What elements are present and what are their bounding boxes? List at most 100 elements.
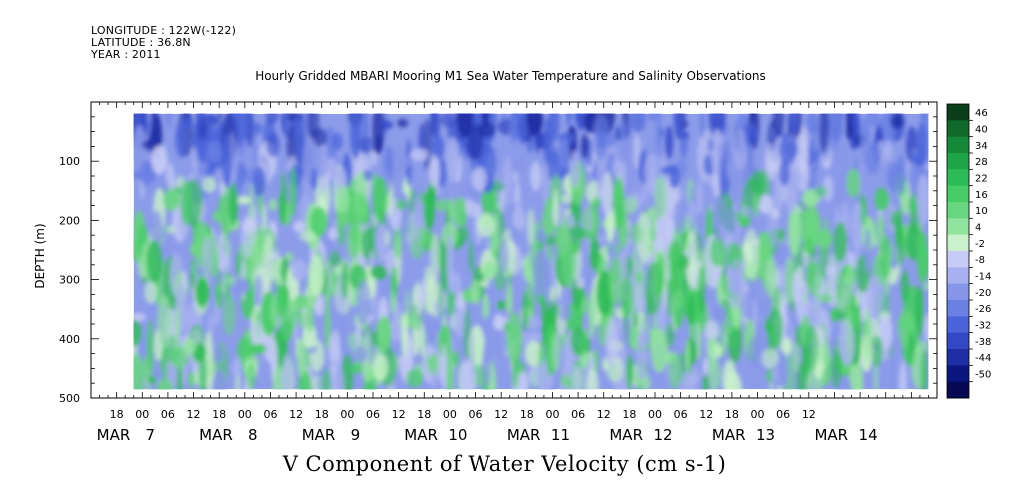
heatmap-patch	[577, 113, 583, 132]
heatmap-patch	[269, 172, 282, 196]
heatmap-patch	[601, 171, 613, 217]
heatmap-patch	[446, 285, 456, 317]
heatmap-patch	[432, 135, 445, 159]
heatmap-patch	[522, 291, 529, 331]
heatmap-patch	[779, 159, 790, 186]
heatmap-patch	[310, 167, 318, 192]
heatmap-patch	[607, 245, 615, 261]
heatmap-patch	[644, 261, 663, 315]
heatmap-patch	[418, 191, 426, 204]
heatmap-patch	[920, 348, 928, 390]
heatmap-patch	[395, 199, 408, 210]
heatmap-patch	[796, 362, 808, 390]
heatmap-patch	[502, 155, 513, 207]
heatmap-patch	[462, 184, 473, 200]
x-hour-label: 00	[545, 408, 559, 421]
colorbar-label: -38	[975, 337, 991, 348]
heatmap-patch	[791, 271, 801, 305]
heatmap-patch	[718, 150, 726, 200]
heatmap-patch	[924, 313, 929, 342]
heatmap-patch	[561, 193, 573, 205]
heatmap-patch	[576, 277, 585, 289]
heatmap-patch	[709, 235, 727, 267]
x-date-day: 10	[448, 426, 467, 444]
heatmap-patch	[695, 211, 704, 232]
heatmap-patch	[563, 336, 574, 379]
y-axis-label: DEPTH (m)	[33, 223, 47, 288]
x-date-day: 9	[351, 426, 361, 444]
x-hour-label: 18	[417, 408, 431, 421]
heatmap-patch	[266, 132, 280, 157]
heatmap-patch	[156, 378, 173, 390]
heatmap-patch	[556, 226, 566, 247]
heatmap-patch	[552, 145, 558, 169]
heatmap-patch	[174, 120, 188, 158]
heatmap-patch	[237, 196, 251, 205]
heatmap-patch	[644, 153, 658, 192]
heatmap-patch	[586, 368, 599, 390]
heatmap-patch	[321, 368, 332, 390]
heatmap-patch	[566, 113, 572, 125]
heatmap-patch	[589, 237, 600, 270]
heatmap-patch	[837, 146, 845, 160]
heatmap-patch	[803, 291, 808, 305]
heatmap-patch	[398, 155, 413, 168]
heatmap-patch	[378, 120, 394, 130]
heatmap-patch	[405, 368, 423, 388]
heatmap-patch	[139, 160, 157, 186]
heatmap-patch	[207, 313, 216, 336]
x-hour-label: 12	[802, 408, 816, 421]
heatmap-patch	[358, 192, 369, 221]
heatmap-patch	[684, 373, 700, 386]
heatmap-patch	[235, 168, 243, 195]
heatmap-patch	[907, 182, 918, 195]
heatmap-patch	[250, 321, 263, 348]
heatmap-patch	[392, 225, 403, 259]
heatmap-patch	[725, 205, 737, 233]
x-hour-label: 12	[494, 408, 508, 421]
heatmap-patch	[447, 271, 462, 294]
heatmap-patch	[708, 359, 722, 390]
heatmap-patch	[482, 293, 489, 320]
x-hour-label: 06	[366, 408, 380, 421]
heatmap-patch	[485, 280, 495, 334]
x-date-month: MAR	[199, 426, 233, 444]
x-hour-label: 06	[674, 408, 688, 421]
colorbar-label: -8	[975, 255, 985, 266]
y-tick-label: 400	[59, 333, 80, 346]
heatmap-patch	[377, 315, 392, 352]
heatmap-patch	[151, 145, 168, 175]
heatmap-patch	[650, 329, 668, 373]
heatmap-patch	[867, 113, 880, 127]
heatmap-patch	[454, 305, 465, 339]
y-tick-label: 100	[59, 155, 80, 168]
heatmap-patch	[506, 312, 523, 365]
heatmap-patch	[496, 151, 502, 204]
heatmap-patch	[531, 369, 536, 389]
heatmap-patch	[198, 351, 208, 390]
x-date-day: 8	[248, 426, 258, 444]
heatmap-patch	[544, 198, 553, 216]
heatmap-patch	[192, 146, 198, 174]
heatmap-patch	[666, 278, 672, 318]
heatmap-patch	[418, 123, 426, 150]
heatmap-patch	[890, 113, 904, 129]
colorbar-swatch	[947, 300, 969, 317]
heatmap-patch	[613, 158, 621, 176]
heatmap-patch	[670, 240, 681, 294]
heatmap-patch	[636, 211, 652, 264]
heatmap-patch	[428, 156, 440, 188]
heatmap-patch	[608, 255, 623, 306]
heatmap-patch	[510, 226, 522, 244]
heatmap-patch	[804, 325, 819, 372]
x-hour-label: 18	[212, 408, 226, 421]
heatmap-patch	[688, 201, 697, 223]
heatmap-patch	[777, 367, 788, 388]
heatmap-patch	[431, 368, 437, 390]
heatmap-patch	[647, 113, 662, 122]
heatmap-patch	[181, 270, 187, 290]
heatmap-patch	[846, 307, 852, 361]
heatmap-patch	[420, 277, 427, 313]
heatmap-patch	[308, 254, 324, 298]
heatmap-patch	[187, 371, 196, 388]
